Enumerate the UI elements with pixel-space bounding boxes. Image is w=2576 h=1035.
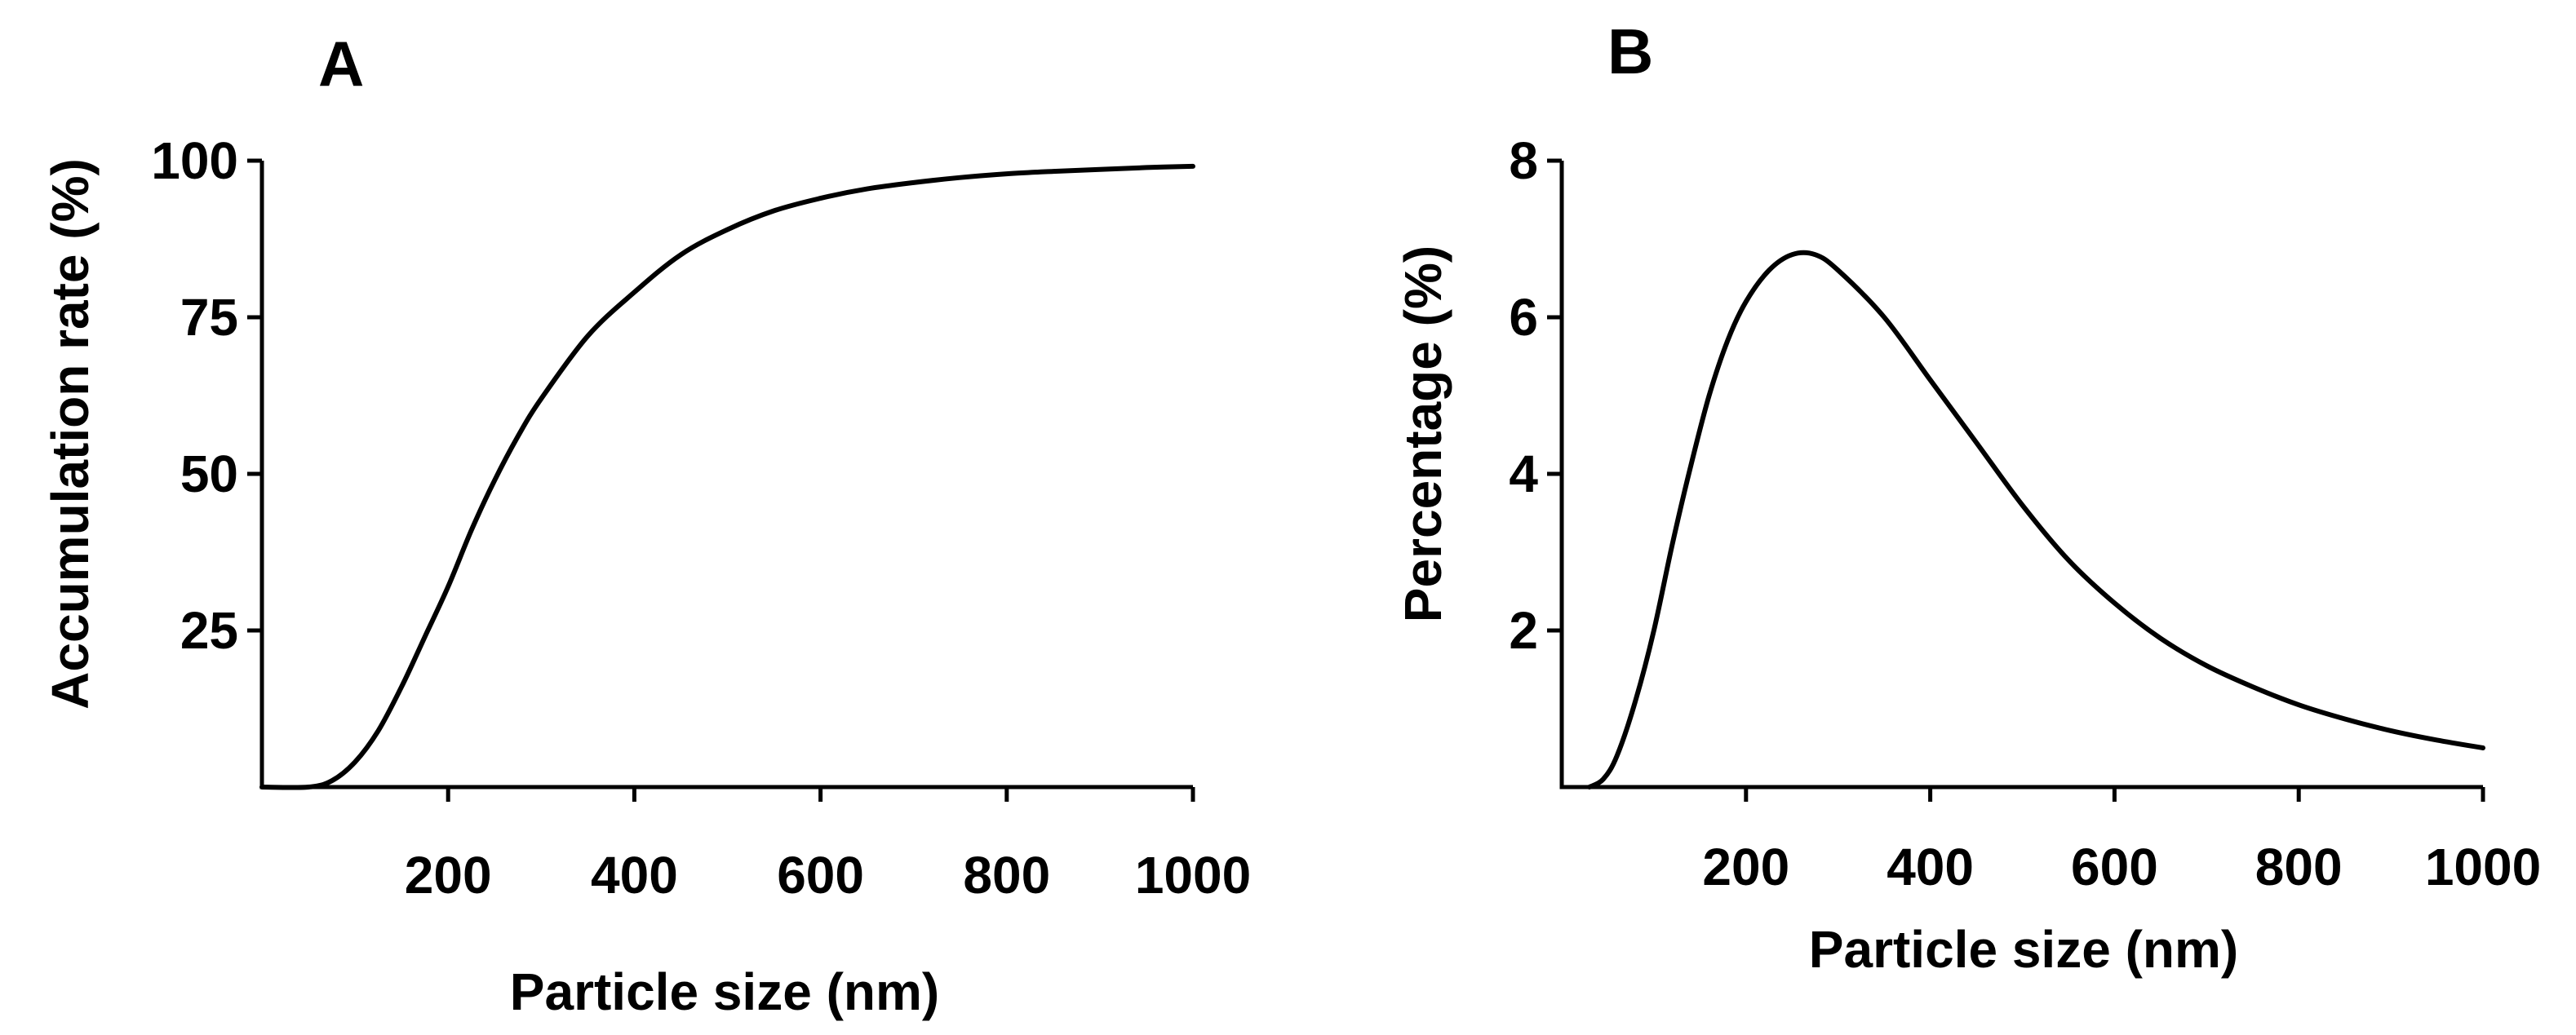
panel-b-y-tick-label: 4: [1509, 445, 1538, 503]
panel-b-y-tick-label: 8: [1509, 131, 1538, 190]
panel-b-x-tick-label: 1000: [2425, 838, 2541, 896]
panel-b-y-ticks: 2 4 6 8: [1509, 131, 1562, 660]
panel-a-y-tick-label: 25: [180, 601, 238, 660]
panel-b-x-tick-label: 200: [1702, 838, 1789, 896]
panel-a-x-tick-label: 200: [405, 846, 492, 905]
panel-a-y-tick-label: 50: [180, 445, 238, 503]
panel-b-x-tick-label: 600: [2071, 838, 2158, 896]
panel-b-xlabel: Particle size (nm): [1809, 920, 2238, 979]
panel-b-label: B: [1607, 15, 1653, 87]
panel-b-ylabel: Percentage (%): [1394, 245, 1452, 622]
panel-a-y-tick-label: 75: [180, 288, 238, 347]
panel-b-chart: B Percentage (%) Particle size (nm) 2 4 6 8…: [1394, 15, 2541, 979]
panel-a-axes: [259, 161, 1193, 790]
panel-a-x-ticks: 200 400 600 800 1000: [405, 787, 1251, 905]
panel-a-x-tick-label: 600: [777, 846, 864, 905]
panel-b-series-line: [1586, 250, 2485, 790]
panel-a-y-ticks: 25 50 75 100: [151, 131, 262, 660]
panel-a-chart: A Accumulation rate (%) Particle size (n…: [41, 28, 1251, 1021]
panel-b-y-axis-title: Percentage (%): [1394, 245, 1452, 622]
panel-a-ylabel: Accumulation rate (%): [41, 158, 100, 710]
panel-a-series-line: [259, 163, 1195, 790]
panel-a-x-tick-label: 1000: [1135, 846, 1251, 905]
panel-b-y-tick-label: 6: [1509, 288, 1538, 347]
panel-b-y-tick-label: 2: [1509, 601, 1538, 660]
panel-b-x-tick-label: 400: [1887, 838, 1974, 896]
panel-a-x-tick-label: 800: [963, 846, 1050, 905]
panel-b-x-tick-label: 800: [2255, 838, 2343, 896]
panel-b-x-ticks: 200 400 600 800 1000: [1702, 787, 2541, 896]
panel-a-y-tick-label: 100: [151, 131, 238, 190]
panel-a-xlabel: Particle size (nm): [510, 962, 939, 1021]
panel-b-axes: [1559, 161, 2483, 790]
panel-a-label: A: [318, 28, 364, 100]
panel-a-x-tick-label: 400: [591, 846, 678, 905]
panel-a-y-axis-title: Accumulation rate (%): [41, 158, 100, 710]
